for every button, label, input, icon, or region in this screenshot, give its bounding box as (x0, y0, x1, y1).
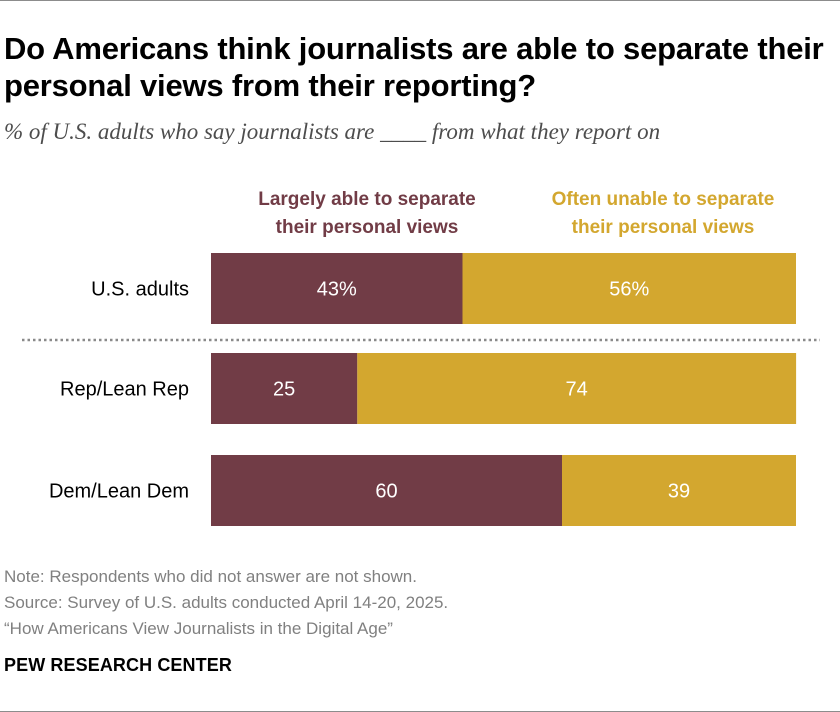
bar-segment-unable (357, 353, 797, 424)
category-label: Rep/Lean Rep (60, 379, 189, 401)
chart-title: Do Americans think journalists are able … (4, 31, 824, 103)
stacked-bar-chart: Largely able to separate their personal v… (22, 189, 820, 526)
data-label: 25 (273, 379, 295, 401)
data-label: 60 (375, 481, 397, 503)
data-label: 43% (317, 279, 357, 301)
bar-segment-unable (562, 455, 796, 526)
category-label: Dem/Lean Dem (49, 481, 189, 503)
legend-label-series-2-line-2: their personal views (572, 217, 755, 238)
report-title: “How Americans View Journalists in the D… (4, 619, 393, 638)
source-text: Source: Survey of U.S. adults conducted … (4, 593, 449, 612)
legend-label-series-1-line-1: Largely able to separate (258, 189, 476, 210)
top-rule (0, 0, 840, 1)
legend-label-series-1-line-2: their personal views (276, 217, 459, 238)
notes: Note: Respondents who did not answer are… (4, 564, 834, 642)
legend-label-series-2-line-1: Often unable to separate (552, 189, 775, 210)
organization-name: PEW RESEARCH CENTER (4, 655, 232, 675)
bar-segment-able (211, 455, 562, 526)
bars-group: U.S. adults 43% 56% Rep/Lean Rep 25 74 Dem/Lea… (22, 253, 820, 526)
bar-segment-unable (462, 253, 796, 324)
note-text: Note: Respondents who did not answer are… (4, 567, 417, 586)
bar-segment-able (211, 253, 463, 324)
chart-subtitle: % of U.S. adults who say journalists are… (4, 119, 661, 144)
category-label: U.S. adults (91, 279, 189, 301)
legend: Largely able to separate their personal v… (258, 189, 774, 238)
bar-segment-able (211, 353, 358, 424)
data-label: 74 (565, 379, 587, 401)
data-label: 56% (609, 279, 649, 301)
data-label: 39 (668, 481, 690, 503)
